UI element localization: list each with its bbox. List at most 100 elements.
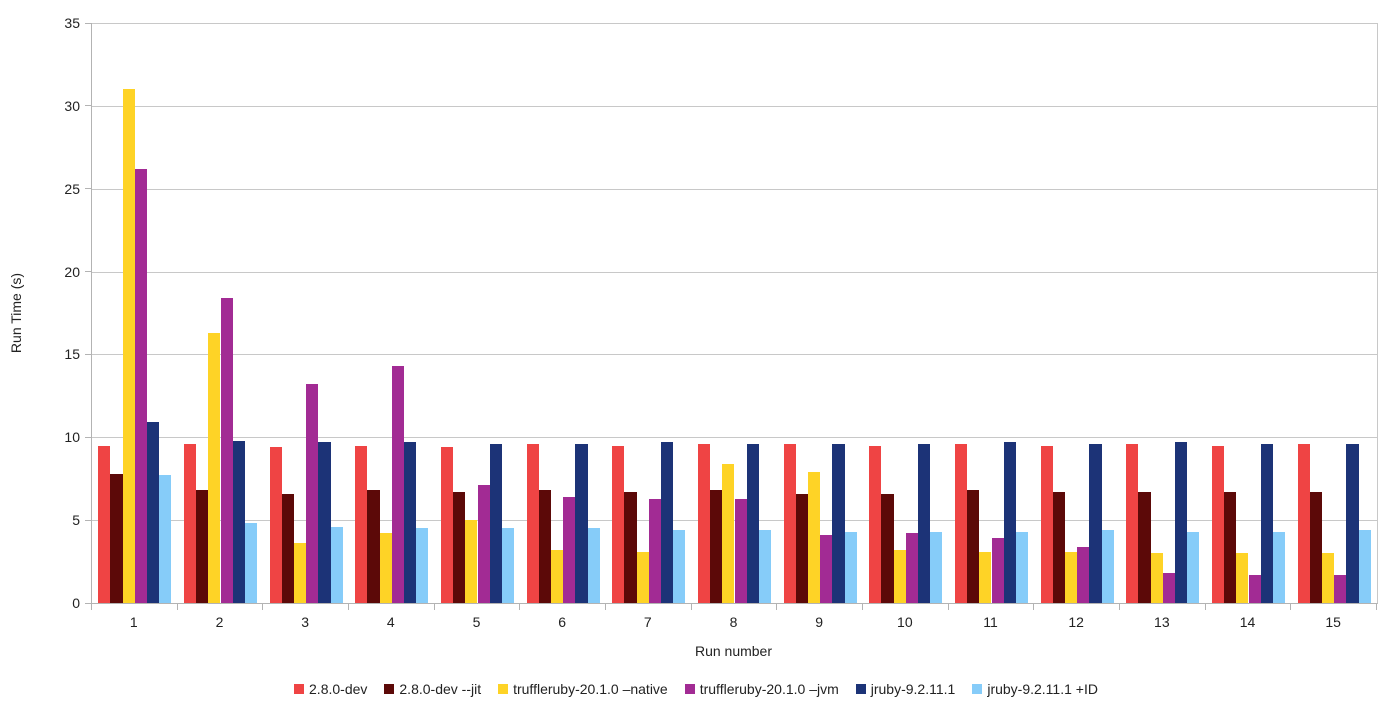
- y-tick-label: 20: [64, 263, 80, 280]
- bar: [501, 528, 515, 603]
- bar: [440, 447, 454, 603]
- x-tick-label: 12: [1068, 614, 1084, 630]
- y-tick-mark: [85, 353, 91, 355]
- bar: [1358, 530, 1371, 603]
- bar: [820, 535, 833, 603]
- bar: [1052, 491, 1065, 603]
- bar: [453, 491, 466, 603]
- bar: [306, 384, 319, 603]
- legend-label: 2.8.0-dev: [309, 681, 368, 697]
- gridline: [92, 23, 1377, 24]
- x-tick-mark: [348, 604, 349, 610]
- legend-item: 2.8.0-dev --jit: [384, 681, 481, 697]
- x-tick-label: 6: [558, 614, 567, 630]
- bar: [1064, 551, 1078, 603]
- x-tick-mark: [862, 604, 863, 610]
- bar: [159, 475, 172, 603]
- legend-swatch: [384, 684, 395, 694]
- bar: [881, 493, 894, 603]
- bar: [954, 443, 968, 603]
- bar: [122, 89, 135, 603]
- gridline: [92, 271, 1377, 273]
- bar: [1015, 531, 1029, 603]
- x-tick-label: 13: [1154, 614, 1170, 630]
- bar: [722, 463, 735, 603]
- legend-swatch: [972, 684, 983, 694]
- legend-label: 2.8.0-dev --jit: [399, 681, 482, 697]
- y-tick-label: 5: [72, 512, 80, 529]
- x-axis-title: Run number: [694, 643, 773, 659]
- legend-swatch: [498, 684, 509, 694]
- bar: [1077, 546, 1090, 603]
- legend-label: truffleruby-20.1.0 –jvm: [699, 681, 839, 697]
- y-tick-mark: [85, 105, 91, 107]
- bar: [232, 440, 245, 603]
- bar: [844, 531, 857, 603]
- y-tick-mark: [85, 519, 91, 521]
- bar: [318, 442, 331, 603]
- x-tick-label: 1: [129, 614, 138, 630]
- bar: [1211, 445, 1225, 603]
- x-tick-mark: [1119, 604, 1120, 610]
- bar: [710, 490, 723, 603]
- bar: [244, 523, 258, 603]
- bar: [1089, 443, 1102, 603]
- bar: [526, 443, 539, 603]
- y-tick-label: 30: [64, 97, 80, 114]
- gridline: [92, 354, 1377, 356]
- bar: [1126, 443, 1139, 603]
- bar: [147, 422, 160, 603]
- bar: [281, 493, 294, 603]
- bar: [477, 485, 490, 603]
- legend-item: jruby-9.2.11.1: [855, 681, 955, 697]
- x-tick-label: 7: [643, 614, 652, 630]
- bar: [379, 533, 392, 603]
- x-tick-mark: [519, 604, 521, 610]
- y-tick-label: 25: [64, 180, 80, 197]
- bar: [1334, 574, 1347, 603]
- x-tick-mark: [176, 604, 178, 610]
- gridline: [92, 437, 1377, 439]
- y-tick-label: 15: [64, 346, 80, 363]
- legend-swatch: [294, 684, 305, 694]
- bar: [1321, 553, 1335, 603]
- y-tick-mark: [85, 22, 91, 24]
- y-tick-label: 10: [64, 429, 80, 446]
- bar: [697, 443, 711, 603]
- legend-item: truffleruby-20.1.0 –jvm: [684, 681, 839, 697]
- y-axis-title: Run Time (s): [8, 272, 24, 354]
- legend-swatch: [855, 684, 866, 694]
- bar: [1040, 445, 1053, 603]
- plot-area: [91, 23, 1378, 604]
- bar: [465, 520, 478, 603]
- bar: [489, 443, 502, 603]
- legend-label: jruby-9.2.11.1 +ID: [987, 681, 1098, 697]
- x-tick-mark: [605, 604, 606, 610]
- bar: [758, 530, 772, 603]
- bar: [183, 443, 197, 603]
- bar: [416, 528, 429, 603]
- legend-swatch: [684, 684, 695, 694]
- bar: [1346, 443, 1359, 603]
- bar: [673, 530, 686, 603]
- bar: [624, 491, 637, 603]
- legend-label: truffleruby-20.1.0 –native: [513, 681, 668, 697]
- bar: [1297, 443, 1310, 603]
- bar: [1224, 491, 1237, 603]
- bar: [220, 298, 233, 603]
- bar: [1248, 574, 1261, 603]
- x-tick-mark: [262, 604, 264, 610]
- x-tick-label: 5: [472, 614, 481, 630]
- bar: [832, 443, 845, 603]
- bar: [538, 490, 551, 603]
- x-tick-label: 14: [1239, 614, 1256, 630]
- x-tick-mark: [947, 604, 949, 610]
- x-tick-label: 15: [1325, 614, 1341, 630]
- bar: [648, 498, 662, 603]
- x-tick-mark: [1290, 604, 1292, 610]
- y-tick-mark: [85, 602, 91, 604]
- y-tick-mark: [85, 271, 91, 273]
- bar: [661, 442, 674, 603]
- x-tick-label: 3: [301, 614, 310, 630]
